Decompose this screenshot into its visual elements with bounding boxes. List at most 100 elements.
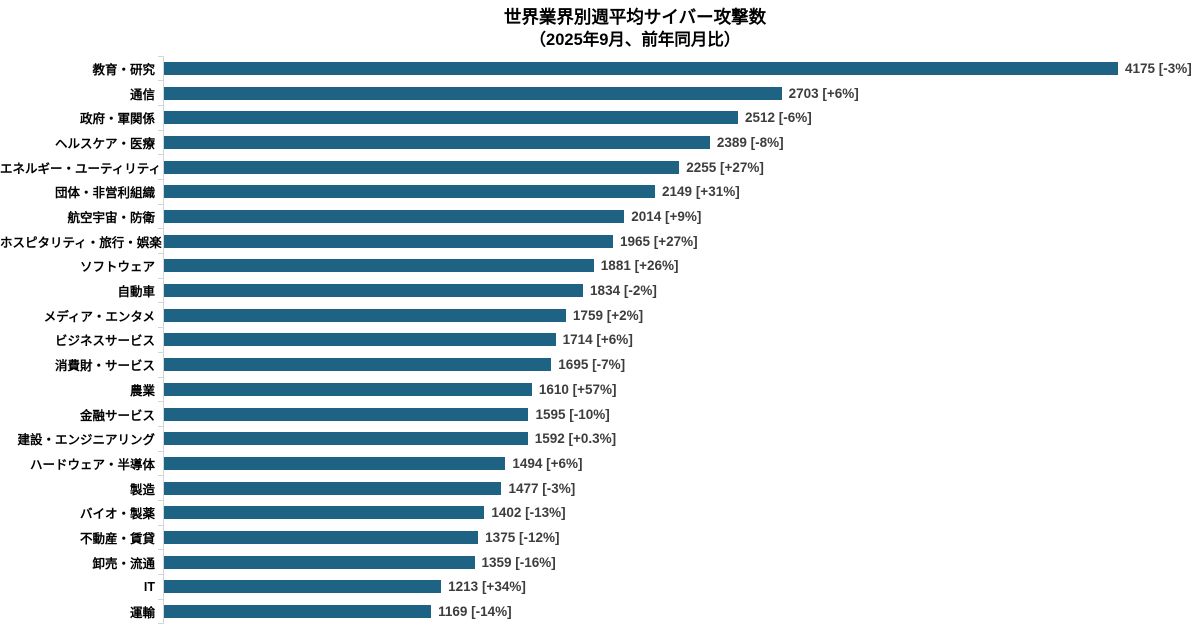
category-label: 政府・軍関係 — [79, 112, 155, 127]
bar — [164, 308, 566, 322]
bar-track: 1965 [+27%] — [158, 228, 1200, 254]
chart-row: 政府・軍関係 2512 [-6%] — [0, 104, 1200, 131]
bar-track: 1359 [-16%] — [158, 549, 1200, 575]
bar-track: 1477 [-3%] — [158, 475, 1200, 501]
category-label: 教育・研究 — [92, 62, 155, 77]
category-label: 運輸 — [129, 606, 155, 621]
value-label: 2389 [-8%] — [716, 134, 784, 150]
category-label: 卸売・流通 — [92, 556, 155, 571]
bar-track: 1610 [+57%] — [158, 376, 1200, 402]
chart-row: 不動産・賃貸 1375 [-12%] — [0, 524, 1200, 550]
value-label: 1881 [+26%] — [600, 258, 679, 274]
category-label: 消費財・サービス — [54, 359, 155, 374]
chart-row: エネルギー・ユーティリティ 2255 [+27%] — [0, 154, 1200, 180]
category-label: IT — [143, 579, 155, 594]
value-label: 1375 [-12%] — [485, 529, 560, 545]
chart-header: 世界業界別週平均サイバー攻撃数 （2025年9月、前年同月比） — [0, 0, 1200, 51]
category-label: ビジネスサービス — [54, 334, 155, 349]
bar-track: 2389 [-8%] — [158, 129, 1200, 155]
chart-row: ヘルスケア・医療 2389 [-8%] — [0, 129, 1200, 155]
bar-track: 1695 [-7%] — [158, 351, 1200, 377]
category-label: 団体・非営利組織 — [54, 186, 155, 201]
category-label: 不動産・賃貸 — [79, 531, 155, 546]
bar-track: 2014 [+9%] — [158, 203, 1200, 229]
chart-row: ハードウェア・半導体 1494 [+6%] — [0, 450, 1200, 476]
bar — [164, 111, 738, 125]
bar — [164, 580, 442, 594]
bar-chart: 教育・研究 4175 [-3%] 通信 2703 [+6%] 政府・軍関係 25… — [0, 55, 1200, 625]
value-label: 1169 [-14%] — [438, 604, 512, 620]
chart-row: 金融サービス 1595 [-10%] — [0, 401, 1200, 427]
category-label: 自動車 — [117, 285, 155, 300]
bar — [164, 481, 502, 495]
bar-track: 1494 [+6%] — [158, 450, 1200, 476]
value-label: 1595 [-10%] — [535, 406, 610, 422]
value-label: 2149 [+31%] — [662, 184, 740, 200]
chart-row: 運輸 1169 [-14%] — [0, 598, 1200, 625]
bar — [164, 555, 475, 569]
chart-row: 卸売・流通 1359 [-16%] — [0, 549, 1200, 575]
value-label: 1695 [-7%] — [558, 357, 626, 373]
chart-row: 製造 1477 [-3%] — [0, 475, 1200, 501]
chart-row: 建設・エンジニアリング 1592 [+0.3%] — [0, 425, 1200, 452]
chart-row: ビジネスサービス 1714 [+6%] — [0, 327, 1200, 353]
bar — [164, 259, 594, 273]
bar — [164, 506, 485, 520]
value-label: 1965 [+27%] — [619, 233, 698, 249]
value-label: 1759 [+2%] — [572, 307, 644, 323]
value-label: 2512 [-6%] — [744, 110, 812, 126]
bar — [164, 432, 528, 446]
bar-track: 1595 [-10%] — [158, 401, 1200, 427]
bar — [164, 407, 529, 421]
value-label: 1714 [+6%] — [562, 332, 633, 348]
value-label: 1592 [+0.3%] — [534, 431, 617, 447]
chart-subtitle: （2025年9月、前年同月比） — [529, 30, 741, 49]
category-label: バイオ・製薬 — [79, 507, 155, 522]
chart-row: 通信 2703 [+6%] — [0, 80, 1200, 106]
category-label: 通信 — [129, 87, 155, 102]
value-label: 1213 [+34%] — [448, 579, 526, 595]
chart-row: ホスピタリティ・旅行・娯楽 1965 [+27%] — [0, 228, 1200, 254]
chart-title: 世界業界別週平均サイバー攻撃数 — [503, 7, 767, 27]
bar — [164, 135, 710, 149]
category-label: ハードウェア・半導体 — [29, 457, 155, 472]
value-label: 1834 [-2%] — [590, 283, 657, 299]
category-label: ホスピタリティ・旅行・娯楽 — [0, 235, 162, 250]
bar-track: 2149 [+31%] — [158, 179, 1200, 205]
value-label: 1494 [+6%] — [512, 455, 583, 471]
bar-track: 4175 [-3%] — [158, 55, 1200, 81]
bar-track: 1213 [+34%] — [158, 574, 1200, 600]
bar-track: 1714 [+6%] — [158, 327, 1200, 353]
chart-row: IT 1213 [+34%] — [0, 574, 1200, 600]
bar — [164, 284, 584, 298]
chart-row: メディア・エンタメ 1759 [+2%] — [0, 302, 1200, 328]
value-label: 2703 [+6%] — [788, 85, 859, 101]
bar — [164, 86, 782, 100]
bar — [164, 382, 532, 396]
bar — [164, 605, 432, 619]
value-label: 4175 [-3%] — [1124, 60, 1192, 76]
bar-track: 2512 [-6%] — [158, 104, 1200, 131]
bar — [164, 234, 613, 248]
bar-track: 1169 [-14%] — [158, 598, 1200, 625]
bar-track: 1881 [+26%] — [158, 253, 1200, 279]
category-label: 航空宇宙・防衛 — [67, 211, 155, 226]
bar-track: 2255 [+27%] — [158, 154, 1200, 180]
category-label: 製造 — [129, 482, 155, 497]
bar-track: 1759 [+2%] — [158, 302, 1200, 328]
bar-track: 1834 [-2%] — [158, 277, 1200, 303]
bar-track: 1402 [-13%] — [158, 499, 1200, 526]
chart-row: 団体・非営利組織 2149 [+31%] — [0, 179, 1200, 205]
bar-track: 1592 [+0.3%] — [158, 425, 1200, 452]
value-label: 1402 [-13%] — [491, 505, 566, 521]
value-label: 2255 [+27%] — [686, 159, 764, 175]
bar — [164, 530, 479, 544]
bar — [164, 210, 625, 224]
bar — [164, 160, 680, 174]
category-label: メディア・エンタメ — [43, 309, 155, 324]
bar — [164, 333, 556, 347]
value-label: 1359 [-16%] — [481, 554, 556, 570]
value-label: 1610 [+57%] — [538, 381, 617, 397]
chart-row: バイオ・製薬 1402 [-13%] — [0, 499, 1200, 526]
